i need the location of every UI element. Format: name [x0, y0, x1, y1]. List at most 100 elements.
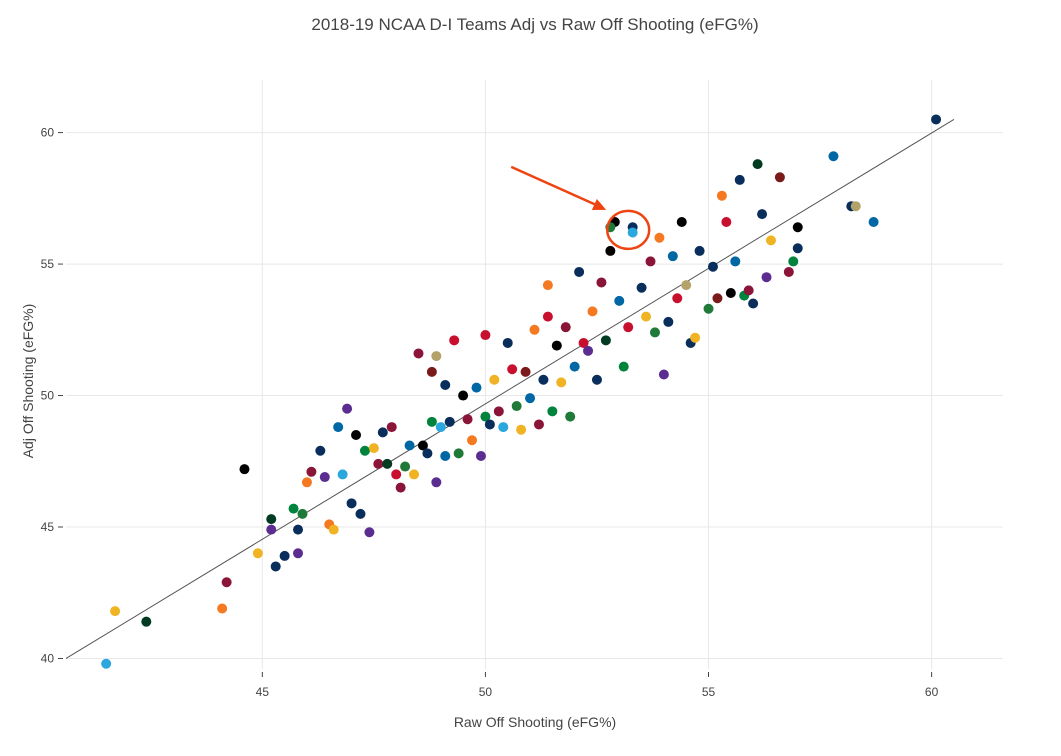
data-point [600, 335, 611, 346]
data-point [377, 427, 388, 438]
data-point [382, 458, 393, 469]
data-point [337, 469, 348, 480]
y-tick-label: 40 [41, 651, 55, 665]
data-point [605, 245, 616, 256]
data-point [498, 422, 509, 433]
data-point [529, 324, 540, 335]
data-point [765, 235, 776, 246]
data-point [422, 448, 433, 459]
data-point [386, 422, 397, 433]
data-point [743, 285, 754, 296]
y-tick-label: 60 [41, 126, 55, 140]
data-point [596, 277, 607, 288]
data-point [217, 603, 228, 614]
data-point [676, 216, 687, 227]
data-point [618, 361, 629, 372]
data-point [395, 482, 406, 493]
data-point [342, 403, 353, 414]
data-point [359, 445, 370, 456]
data-point [266, 514, 277, 525]
data-point [435, 422, 446, 433]
data-point [694, 245, 705, 256]
data-point [252, 548, 263, 559]
data-point [279, 550, 290, 561]
data-point [440, 451, 451, 462]
annotation-layer [510, 165, 651, 251]
x-tick-label: 60 [925, 685, 939, 699]
data-point [373, 458, 384, 469]
data-point [551, 340, 562, 351]
data-point [645, 256, 656, 267]
data-point [547, 406, 558, 417]
data-point [525, 393, 536, 404]
data-point [462, 414, 473, 425]
tick-layer: 45 50 55 60 40 45 50 55 60 [41, 126, 939, 699]
data-point [542, 311, 553, 322]
data-point [792, 222, 803, 233]
data-point [404, 440, 415, 451]
data-point [654, 232, 665, 243]
data-point [725, 287, 736, 298]
data-point [270, 561, 281, 572]
data-point [391, 469, 402, 480]
data-point [707, 261, 718, 272]
data-point [315, 445, 326, 456]
data-point [417, 440, 428, 451]
y-axis-title: Adj Off Shooting (eFG%) [20, 304, 36, 459]
data-point [493, 406, 504, 417]
data-point [614, 295, 625, 306]
data-point [716, 190, 727, 201]
data-point [681, 280, 692, 291]
data-point [538, 374, 549, 385]
x-tick-label: 50 [479, 685, 493, 699]
data-point [141, 616, 152, 627]
data-point [101, 658, 112, 669]
data-point [569, 361, 580, 372]
data-point [306, 466, 317, 477]
data-point [351, 429, 362, 440]
data-point [623, 322, 634, 333]
data-point [297, 508, 308, 519]
data-point [868, 216, 879, 227]
data-point [533, 419, 544, 430]
data-point [301, 477, 312, 488]
data-point [368, 443, 379, 454]
data-point [471, 382, 482, 393]
data-point [761, 272, 772, 283]
trend-line [65, 119, 955, 659]
y-tick-label: 45 [41, 520, 55, 534]
data-point [431, 351, 442, 362]
data-point [712, 293, 723, 304]
data-point [788, 256, 799, 267]
data-point [333, 422, 344, 433]
data-point [484, 419, 495, 430]
callout-arrow-head [591, 199, 607, 210]
data-point [239, 464, 250, 475]
data-point [774, 172, 785, 183]
data-point [583, 345, 594, 356]
data-point [672, 293, 683, 304]
data-point [440, 380, 451, 391]
data-point [542, 280, 553, 291]
data-point [783, 266, 794, 277]
data-point [502, 337, 513, 348]
data-point [511, 401, 522, 412]
data-point [641, 311, 652, 322]
data-point [556, 377, 567, 388]
data-point [507, 364, 518, 375]
data-point [703, 303, 714, 314]
x-axis-title: Raw Off Shooting (eFG%) [454, 714, 616, 730]
data-point [426, 366, 437, 377]
data-point [748, 298, 759, 309]
data-point [587, 306, 598, 317]
data-point [475, 451, 486, 462]
x-tick-label: 45 [256, 685, 270, 699]
data-point [578, 337, 589, 348]
data-point [627, 227, 638, 238]
data-point [413, 348, 424, 359]
data-point [489, 374, 500, 385]
callout-arrow-line [510, 165, 599, 208]
data-point [400, 461, 411, 472]
data-point [431, 477, 442, 488]
